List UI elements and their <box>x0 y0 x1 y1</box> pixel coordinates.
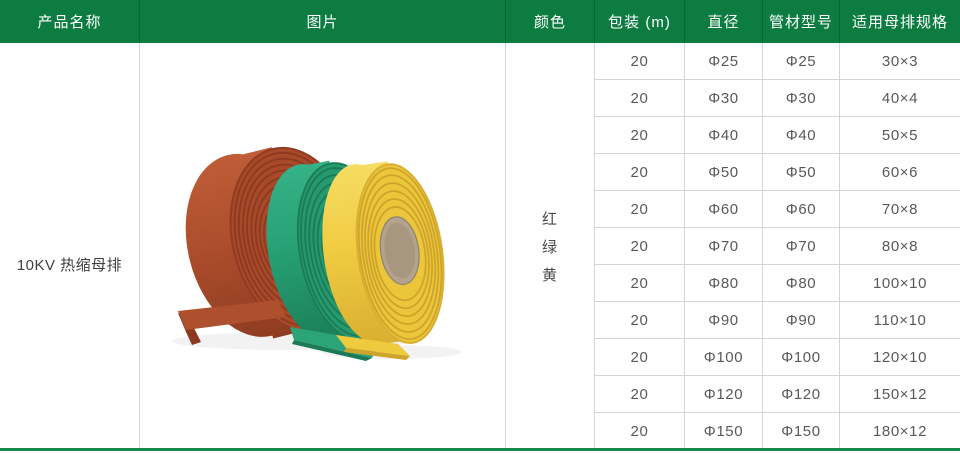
column-header-color: 颜色 <box>506 0 595 43</box>
cell-diameter: Φ120 <box>685 376 763 413</box>
column-header-image: 图片 <box>140 0 506 43</box>
product-image-cell <box>140 43 506 450</box>
column-header-diameter: 直径 <box>685 0 763 43</box>
cell-diameter: Φ25 <box>685 43 763 80</box>
cell-tube-model: Φ90 <box>763 302 840 339</box>
product-name-cell: 10KV 热缩母排 <box>0 43 140 450</box>
cell-diameter: Φ90 <box>685 302 763 339</box>
cell-busbar-spec: 110×10 <box>840 302 960 339</box>
product-name: 10KV 热缩母排 <box>16 257 123 274</box>
color-options-cell: 红 绿 黄 <box>506 43 595 450</box>
cell-diameter: Φ60 <box>685 191 763 228</box>
cell-busbar-spec: 120×10 <box>840 339 960 376</box>
yellow-roll <box>322 161 445 345</box>
cell-packaging: 20 <box>595 376 685 413</box>
column-header-product-name: 产品名称 <box>0 0 140 43</box>
column-header-packaging: 包装 (m) <box>595 0 685 43</box>
cell-packaging: 20 <box>595 43 685 80</box>
cell-packaging: 20 <box>595 339 685 376</box>
table-header: 产品名称 图片 颜色 包装 (m) 直径 管材型号 适用母排规格 <box>0 0 960 43</box>
cell-diameter: Φ50 <box>685 154 763 191</box>
cell-packaging: 20 <box>595 117 685 154</box>
cell-tube-model: Φ70 <box>763 228 840 265</box>
cell-tube-model: Φ50 <box>763 154 840 191</box>
bottom-accent-line <box>0 448 960 451</box>
cell-busbar-spec: 100×10 <box>840 265 960 302</box>
cell-packaging: 20 <box>595 413 685 450</box>
cell-diameter: Φ100 <box>685 339 763 376</box>
color-option-yellow: 黄 <box>541 267 558 284</box>
table-body: 10KV 热缩母排 <box>0 43 960 450</box>
yellow-tubing-tail <box>336 335 410 360</box>
cell-diameter: Φ40 <box>685 117 763 154</box>
color-option-green: 绿 <box>541 239 558 256</box>
column-header-busbar-spec: 适用母排规格 <box>851 14 948 31</box>
cell-diameter: Φ30 <box>685 80 763 117</box>
cell-diameter: Φ70 <box>685 228 763 265</box>
cell-busbar-spec: 150×12 <box>840 376 960 413</box>
cell-diameter: Φ80 <box>685 265 763 302</box>
cell-busbar-spec: 180×12 <box>840 413 960 450</box>
cell-busbar-spec: 70×8 <box>840 191 960 228</box>
cell-tube-model: Φ60 <box>763 191 840 228</box>
cell-busbar-spec: 60×6 <box>840 154 960 191</box>
product-photo <box>172 146 462 361</box>
cell-tube-model: Φ150 <box>763 413 840 450</box>
column-header-tube-model: 管材型号 <box>763 0 840 43</box>
cell-tube-model: Φ100 <box>763 339 840 376</box>
cell-packaging: 20 <box>595 80 685 117</box>
cell-tube-model: Φ120 <box>763 376 840 413</box>
cell-packaging: 20 <box>595 302 685 339</box>
cell-packaging: 20 <box>595 265 685 302</box>
cell-packaging: 20 <box>595 154 685 191</box>
cell-tube-model: Φ40 <box>763 117 840 154</box>
cell-busbar-spec: 40×4 <box>840 80 960 117</box>
cell-tube-model: Φ25 <box>763 43 840 80</box>
cell-busbar-spec: 80×8 <box>840 228 960 265</box>
cell-tube-model: Φ30 <box>763 80 840 117</box>
color-option-red: 红 <box>541 211 558 228</box>
cell-diameter: Φ150 <box>685 413 763 450</box>
cell-busbar-spec: 50×5 <box>840 117 960 154</box>
cell-packaging: 20 <box>595 228 685 265</box>
cardboard-core <box>379 216 420 286</box>
cell-busbar-spec: 30×3 <box>840 43 960 80</box>
red-tubing-tail <box>178 300 286 345</box>
cell-packaging: 20 <box>595 191 685 228</box>
cell-tube-model: Φ80 <box>763 265 840 302</box>
spec-rows-grid: 20 Φ25 Φ25 30×3 20 Φ30 Φ30 40×4 20 Φ40 Φ… <box>595 43 960 450</box>
